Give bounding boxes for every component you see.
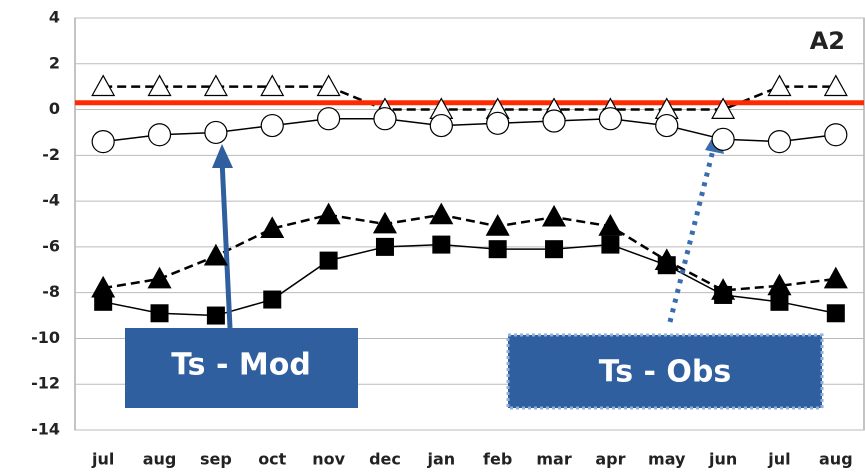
- x-tick-label: jan: [426, 450, 455, 469]
- marker: [711, 127, 735, 151]
- marker: [486, 111, 510, 135]
- marker: [432, 235, 451, 254]
- x-tick-label: aug: [819, 450, 853, 469]
- marker: [147, 266, 172, 289]
- x-tick-label: nov: [312, 450, 345, 469]
- y-tick-label: -10: [31, 328, 60, 347]
- marker: [263, 290, 282, 309]
- x-tick-label: dec: [369, 450, 401, 469]
- marker: [375, 237, 394, 256]
- marker: [429, 202, 454, 225]
- marker: [147, 123, 172, 147]
- marker: [655, 113, 679, 138]
- series-line: [103, 85, 836, 111]
- annotation-box: [506, 333, 824, 410]
- marker: [372, 211, 397, 234]
- y-tick-label: -14: [31, 420, 60, 439]
- x-tick-label: feb: [483, 450, 512, 469]
- marker: [203, 74, 228, 97]
- marker: [429, 113, 453, 138]
- marker: [150, 304, 169, 323]
- arrow: [667, 145, 717, 323]
- marker: [657, 256, 676, 275]
- marker: [545, 240, 564, 259]
- marker: [260, 216, 285, 238]
- marker: [91, 130, 115, 154]
- marker: [316, 202, 341, 225]
- marker: [714, 285, 733, 304]
- marker: [598, 107, 622, 131]
- x-tick-label: jul: [767, 450, 790, 469]
- annotation-text: Ts - Obs: [599, 355, 732, 390]
- marker: [203, 243, 228, 266]
- series-line: [103, 243, 836, 317]
- y-tick-label: 0: [49, 99, 60, 118]
- marker: [601, 235, 620, 254]
- marker: [91, 74, 116, 97]
- marker: [823, 74, 848, 97]
- marker: [488, 240, 507, 259]
- marker: [542, 109, 566, 133]
- marker: [824, 123, 848, 147]
- y-tick-label: -8: [42, 282, 60, 301]
- marker: [598, 214, 623, 236]
- marker: [826, 304, 845, 323]
- arrow: [219, 159, 233, 329]
- x-tick-label: jul: [91, 450, 114, 469]
- y-tick-label: -4: [42, 191, 60, 210]
- x-tick-label: jun: [708, 450, 737, 469]
- panel-label: A2: [810, 27, 845, 55]
- marker: [204, 120, 228, 145]
- marker: [823, 266, 848, 289]
- annotation-text: Ts - Mod: [171, 348, 311, 383]
- marker: [260, 113, 284, 138]
- y-tick-label: 4: [49, 8, 60, 27]
- y-tick-label: -2: [42, 145, 60, 164]
- y-tick-label: -6: [42, 236, 60, 255]
- marker: [260, 74, 285, 97]
- marker: [94, 292, 113, 311]
- x-tick-label: aug: [143, 450, 177, 469]
- marker: [317, 107, 341, 131]
- marker: [206, 306, 225, 325]
- marker: [542, 204, 567, 227]
- x-tick-label: may: [648, 450, 686, 469]
- marker: [485, 214, 510, 236]
- y-tick-label: -12: [31, 374, 60, 393]
- marker: [319, 251, 338, 270]
- annotation-box: [125, 328, 358, 408]
- marker: [711, 97, 736, 119]
- x-tick-label: mar: [536, 450, 571, 469]
- marker: [767, 74, 792, 97]
- y-tick-label: 2: [49, 53, 60, 72]
- x-tick-label: sep: [200, 450, 232, 469]
- x-tick-label: apr: [595, 450, 625, 469]
- marker: [767, 130, 792, 154]
- marker: [316, 74, 341, 97]
- marker: [373, 107, 397, 131]
- marker: [147, 74, 172, 97]
- marker: [770, 292, 789, 311]
- arrow-head: [212, 144, 233, 168]
- x-tick-label: oct: [258, 450, 286, 469]
